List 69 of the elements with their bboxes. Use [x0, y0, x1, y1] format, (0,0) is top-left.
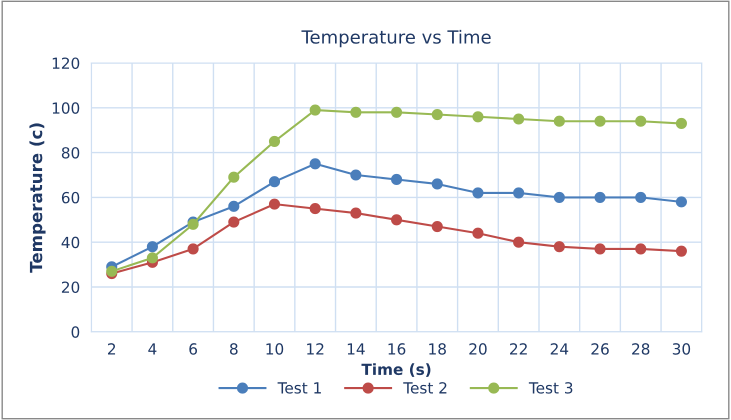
point	[391, 174, 402, 186]
x-tick-label: 6	[189, 343, 198, 355]
x-tick-label: 24	[550, 343, 568, 355]
point	[513, 113, 524, 125]
point	[472, 111, 484, 122]
point	[228, 172, 240, 183]
point	[472, 187, 484, 198]
point	[432, 178, 443, 190]
x-tick-label: 4	[148, 343, 156, 355]
point	[513, 187, 524, 198]
y-tick-label: 120	[52, 57, 80, 70]
point	[106, 266, 118, 277]
point	[594, 243, 606, 254]
point	[676, 246, 687, 257]
point	[310, 158, 321, 170]
x-tick-label: 10	[266, 343, 284, 355]
point	[391, 106, 402, 118]
point	[635, 192, 646, 203]
x-axis-title: Time (s)	[361, 363, 430, 377]
point	[188, 218, 199, 230]
point	[635, 116, 646, 127]
legend-label: Test 3	[528, 382, 572, 394]
y-tick-label: 20	[62, 281, 80, 294]
point	[432, 108, 443, 120]
x-tick-label: 30	[672, 343, 690, 355]
point	[554, 241, 565, 252]
point	[594, 192, 606, 203]
legend-label: Test 1	[278, 382, 321, 394]
point	[676, 196, 687, 208]
x-tick-label: 8	[230, 343, 238, 355]
point	[635, 243, 646, 254]
point	[594, 116, 606, 127]
x-tick-label: 22	[510, 343, 527, 355]
point	[472, 228, 484, 239]
point	[554, 192, 565, 203]
y-axis-title: Temperature (c)	[29, 123, 46, 273]
legend-label: Test 2	[403, 382, 446, 394]
x-tick-label: 16	[388, 343, 406, 355]
y-tick-label: 40	[62, 236, 80, 248]
point	[350, 169, 362, 181]
point	[228, 216, 240, 228]
point	[310, 104, 321, 116]
chart-title: Temperature vs Time	[301, 30, 491, 48]
point	[554, 116, 565, 127]
point	[391, 214, 402, 226]
y-tick-label: 60	[62, 192, 80, 204]
x-tick-label: 18	[429, 343, 446, 355]
point	[188, 243, 199, 254]
point	[146, 252, 158, 264]
point	[676, 118, 687, 130]
point	[432, 220, 443, 232]
point	[268, 198, 280, 210]
point	[146, 241, 158, 252]
x-tick-label: 26	[591, 343, 609, 355]
y-tick-label: 100	[52, 102, 80, 114]
point	[228, 200, 240, 212]
x-tick-label: 14	[348, 343, 365, 355]
x-tick-label: 12	[307, 343, 324, 355]
y-tick-label: 0	[72, 326, 80, 338]
x-tick-label: 20	[469, 343, 487, 355]
point	[310, 203, 321, 214]
y-tick-label: 80	[62, 147, 80, 159]
point	[268, 136, 280, 147]
point	[268, 176, 280, 188]
point	[350, 208, 362, 219]
x-tick-label: 2	[108, 343, 116, 355]
point	[350, 106, 362, 118]
point	[513, 236, 524, 248]
x-tick-label: 28	[632, 343, 650, 355]
